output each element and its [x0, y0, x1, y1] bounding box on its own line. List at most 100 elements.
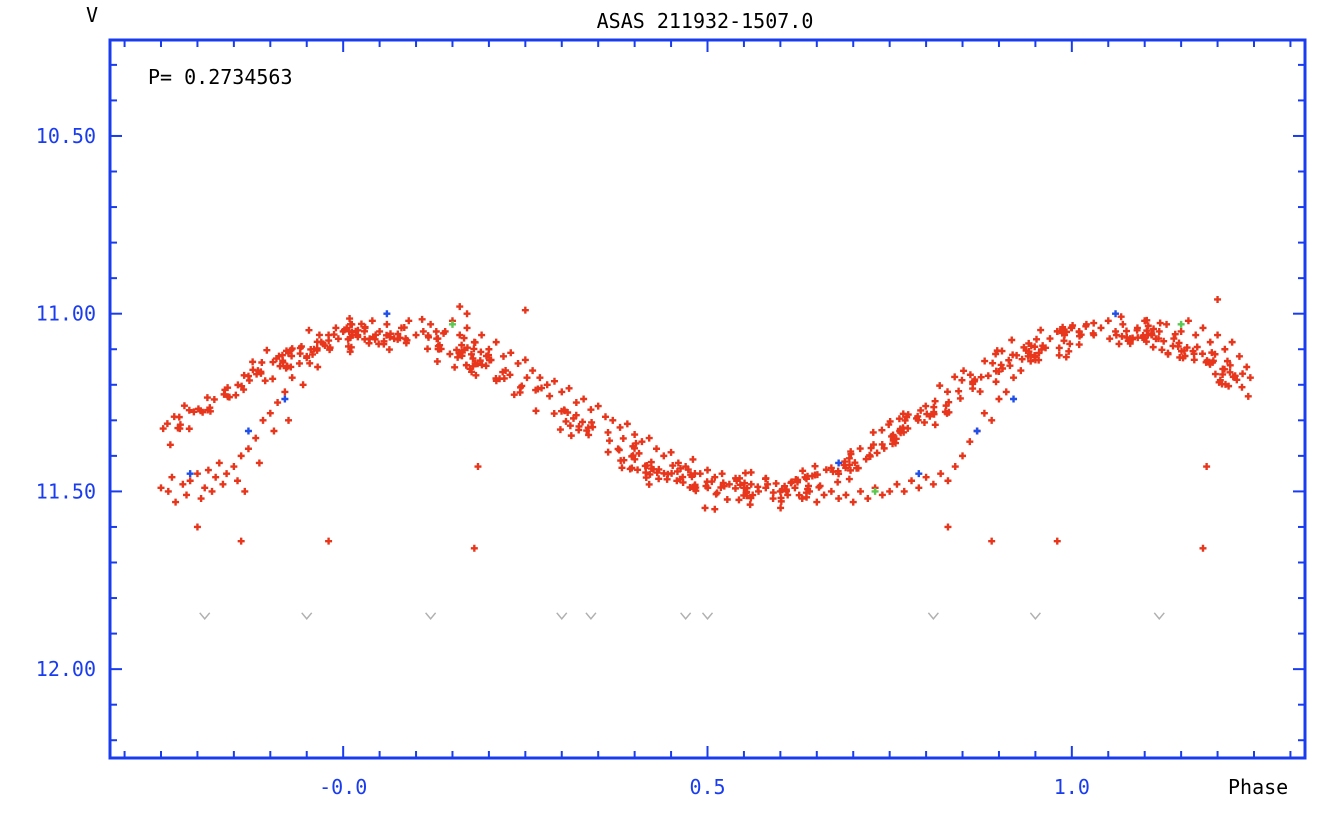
data-point	[244, 445, 252, 453]
data-point	[988, 416, 996, 424]
data-point	[456, 331, 464, 339]
data-point	[288, 345, 296, 353]
y-axis-label: V	[86, 3, 98, 27]
data-point	[352, 327, 360, 335]
data-point	[1090, 319, 1098, 327]
data-point	[896, 427, 904, 435]
data-point	[791, 484, 799, 492]
data-point	[258, 359, 266, 367]
data-point	[1065, 347, 1073, 355]
data-point	[201, 484, 209, 492]
data-point	[1244, 392, 1252, 400]
data-point	[257, 368, 265, 376]
data-point	[945, 398, 953, 406]
data-point	[558, 388, 566, 396]
data-point	[245, 376, 253, 384]
data-point	[565, 384, 573, 392]
plot-frame	[108, 38, 1307, 760]
data-point	[412, 331, 420, 339]
data-point	[170, 413, 178, 421]
chart-title: ASAS 211932-1507.0	[597, 9, 814, 33]
data-point	[532, 386, 540, 394]
data-point	[237, 537, 245, 545]
data-point	[704, 484, 712, 492]
data-point	[361, 335, 369, 343]
data-point	[725, 480, 733, 488]
data-point	[567, 432, 575, 440]
y-tick-label: 10.50	[36, 124, 96, 148]
data-point	[339, 327, 347, 335]
data-point	[604, 428, 612, 436]
data-point	[1115, 340, 1123, 348]
data-point	[784, 491, 792, 499]
data-point	[183, 491, 191, 499]
data-point	[274, 399, 282, 407]
data-point	[811, 462, 819, 470]
data-point	[276, 362, 284, 370]
data-point	[981, 357, 989, 365]
data-point	[556, 426, 564, 434]
data-point	[794, 476, 802, 484]
data-point	[866, 451, 874, 459]
data-point	[1097, 324, 1105, 332]
upper-limit-marker	[1029, 612, 1041, 620]
data-point	[667, 448, 675, 456]
data-point	[638, 438, 646, 446]
data-point	[474, 463, 482, 471]
data-point	[1118, 332, 1126, 340]
data-point	[808, 472, 816, 480]
data-point	[1205, 358, 1213, 366]
data-point	[282, 347, 290, 355]
data-point	[616, 423, 624, 431]
data-point	[1106, 335, 1114, 343]
data-point	[1066, 340, 1074, 348]
data-point	[252, 434, 260, 442]
data-point	[168, 473, 176, 481]
data-point	[159, 425, 167, 433]
data-point	[224, 384, 232, 392]
data-point	[787, 479, 795, 487]
data-point	[232, 391, 240, 399]
data-point	[346, 320, 354, 328]
data-point	[310, 345, 318, 353]
data-point	[822, 466, 830, 474]
data-point	[915, 484, 923, 492]
data-points	[157, 295, 1254, 620]
data-point	[944, 477, 952, 485]
data-point	[802, 475, 810, 483]
data-point	[468, 368, 476, 376]
data-point	[869, 428, 877, 436]
data-point	[1243, 363, 1251, 371]
data-point	[255, 459, 263, 467]
data-point	[441, 327, 449, 335]
data-point	[470, 544, 478, 552]
data-point	[325, 537, 333, 545]
data-point	[521, 356, 529, 364]
data-point	[660, 469, 668, 477]
data-point	[769, 489, 777, 497]
data-point	[402, 335, 410, 343]
data-point	[777, 497, 785, 505]
data-point	[269, 358, 277, 366]
data-point	[1155, 327, 1163, 335]
data-point	[357, 320, 365, 328]
data-point	[1122, 327, 1130, 335]
data-point	[432, 327, 440, 335]
data-point	[642, 469, 650, 477]
data-point	[163, 420, 171, 428]
data-point	[1039, 342, 1047, 350]
data-point	[492, 377, 500, 385]
data-point	[743, 488, 751, 496]
data-point	[635, 449, 643, 457]
data-point	[193, 470, 201, 478]
data-point	[259, 416, 267, 424]
data-point	[451, 363, 459, 371]
data-point	[386, 333, 394, 341]
data-point	[605, 437, 613, 445]
data-point	[499, 352, 507, 360]
x-tick-label: 1.0	[1054, 775, 1090, 799]
data-point	[1221, 380, 1229, 388]
data-point	[886, 417, 894, 425]
data-point	[282, 364, 290, 372]
data-point	[376, 327, 384, 335]
